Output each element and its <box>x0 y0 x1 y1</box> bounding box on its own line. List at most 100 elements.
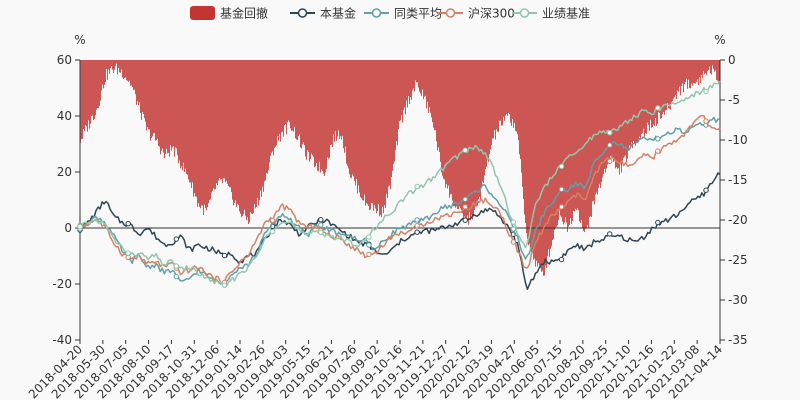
drawdown-bar <box>89 60 90 129</box>
drawdown-bar <box>164 60 165 159</box>
legend-label: 基金回撤 <box>220 6 268 21</box>
drawdown-bar <box>419 60 420 92</box>
drawdown-bar <box>165 60 166 155</box>
drawdown-bar <box>672 60 673 102</box>
drawdown-bar <box>482 60 483 182</box>
drawdown-bar <box>148 60 149 130</box>
drawdown-bar <box>375 60 376 209</box>
drawdown-bar <box>260 60 261 191</box>
drawdown-bar <box>435 60 436 131</box>
drawdown-bar <box>140 60 141 114</box>
drawdown-bar <box>619 60 620 175</box>
drawdown-bar <box>162 60 163 149</box>
drawdown-bar <box>447 60 448 189</box>
drawdown-bar <box>131 60 132 86</box>
drawdown-bar <box>509 60 510 115</box>
drawdown-bar <box>651 60 652 128</box>
drawdown-bar <box>102 60 103 85</box>
drawdown-bar <box>309 60 310 162</box>
drawdown-bar <box>534 60 535 259</box>
drawdown-bar <box>339 60 340 139</box>
drawdown-bar <box>573 60 574 211</box>
right-axis-unit: % <box>714 33 725 47</box>
drawdown-bar <box>103 60 104 89</box>
drawdown-bar <box>414 60 415 92</box>
drawdown-bar <box>663 60 664 112</box>
drawdown-bar <box>440 60 441 162</box>
series-point <box>655 148 661 154</box>
drawdown-bar <box>638 60 639 140</box>
drawdown-bar <box>356 60 357 179</box>
drawdown-bar <box>265 60 266 181</box>
drawdown-bar <box>351 60 352 179</box>
drawdown-bar <box>669 60 670 109</box>
right-tick-label: -30 <box>728 293 748 307</box>
drawdown-bar <box>544 60 545 276</box>
drawdown-bar <box>632 60 633 149</box>
drawdown-bar <box>418 60 419 88</box>
drawdown-bar <box>360 60 361 198</box>
series-point <box>125 250 131 256</box>
drawdown-bar <box>228 60 229 187</box>
drawdown-bar <box>695 60 696 84</box>
drawdown-bar <box>477 60 478 206</box>
series-point <box>703 187 709 193</box>
drawdown-bar <box>664 60 665 115</box>
drawdown-bar <box>264 60 265 182</box>
drawdown-bar <box>341 60 342 140</box>
drawdown-bar <box>230 60 231 188</box>
drawdown-bar <box>209 60 210 201</box>
drawdown-bar <box>517 60 518 135</box>
drawdown-bar <box>250 60 251 213</box>
drawdown-bar <box>312 60 313 156</box>
drawdown-bar <box>198 60 199 204</box>
drawdown-bar <box>268 60 269 171</box>
drawdown-bar <box>503 60 504 117</box>
drawdown-bar <box>212 60 213 191</box>
drawdown-bar <box>253 60 254 213</box>
drawdown-bar <box>466 60 467 219</box>
drawdown-bar <box>556 60 557 227</box>
drawdown-bar <box>611 60 612 158</box>
drawdown-bar <box>111 60 112 67</box>
drawdown-bar <box>336 60 337 141</box>
legend-label: 同类平均 <box>394 7 442 21</box>
drawdown-bar <box>716 60 717 80</box>
series-point <box>607 142 613 148</box>
drawdown-bar <box>403 60 404 111</box>
drawdown-bar <box>292 60 293 131</box>
drawdown-bar <box>366 60 367 203</box>
drawdown-bar <box>673 60 674 99</box>
drawdown-bar <box>113 60 114 74</box>
drawdown-bar <box>404 60 405 108</box>
legend-item: 业绩基准 <box>512 7 590 21</box>
drawdown-bar <box>281 60 282 133</box>
drawdown-bar <box>554 60 555 231</box>
drawdown-bar <box>327 60 328 158</box>
drawdown-bar <box>167 60 168 154</box>
drawdown-bar <box>147 60 148 127</box>
drawdown-bar <box>234 60 235 203</box>
drawdown-bar <box>310 60 311 160</box>
drawdown-bar <box>469 60 470 213</box>
drawdown-bar <box>239 60 240 212</box>
drawdown-bar <box>526 60 527 234</box>
drawdown-bar <box>679 60 680 87</box>
drawdown-bar <box>500 60 501 121</box>
drawdown-bar <box>338 60 339 131</box>
drawdown-bar <box>409 60 410 104</box>
drawdown-bar <box>550 60 551 249</box>
drawdown-bar <box>652 60 653 127</box>
drawdown-bar <box>359 60 360 193</box>
drawdown-bar <box>216 60 217 184</box>
drawdown-bar <box>238 60 239 205</box>
drawdown-bar <box>192 60 193 183</box>
series-point <box>462 196 468 203</box>
series-line <box>79 172 721 291</box>
drawdown-bar <box>247 60 248 218</box>
drawdown-bar <box>443 60 444 179</box>
drawdown-bar <box>618 60 619 169</box>
drawdown-bar <box>285 60 286 125</box>
drawdown-bar <box>535 60 536 267</box>
drawdown-bar <box>432 60 433 123</box>
